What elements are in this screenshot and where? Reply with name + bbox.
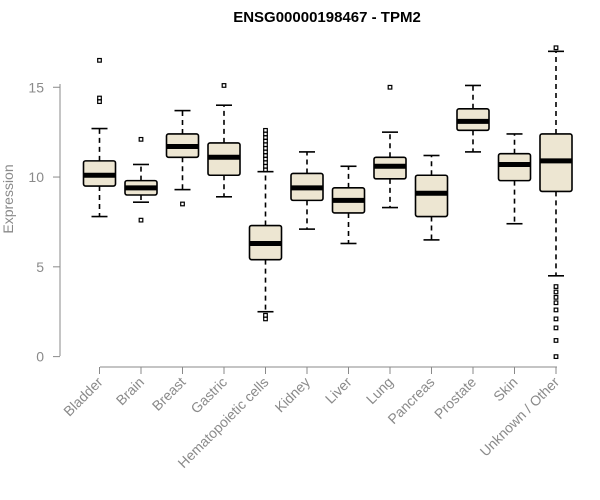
outlier-point: [138, 217, 144, 223]
box-iqr: [414, 174, 449, 218]
box-group: [539, 45, 573, 360]
x-tick-label: Unknown / Other: [477, 374, 563, 460]
outlier-point: [387, 84, 393, 90]
x-tick-label: Prostate: [431, 374, 479, 422]
outlier-point: [553, 294, 559, 300]
x-tick-label: Lung: [363, 374, 396, 407]
x-tick-label: Brain: [113, 374, 147, 408]
outlier-point: [553, 354, 559, 360]
box-group: [165, 109, 200, 207]
outlier-point: [553, 316, 559, 322]
y-tick-label: 5: [36, 259, 44, 275]
outlier-point: [180, 201, 185, 207]
outlier-point: [553, 45, 559, 51]
outlier-point: [221, 83, 227, 88]
outlier-point: [263, 167, 268, 173]
box-group: [290, 151, 324, 230]
box-iqr: [497, 152, 532, 182]
y-tick-label: 15: [28, 79, 44, 95]
outlier-point: [263, 316, 268, 322]
y-axis-ticks: 0 5 10 15: [28, 79, 60, 365]
box-group: [207, 83, 241, 198]
y-tick-label: 10: [28, 169, 44, 185]
box-group: [497, 133, 532, 225]
box-group: [456, 84, 490, 153]
x-tick-label: Skin: [490, 374, 521, 405]
outlier-point: [97, 57, 102, 63]
x-tick-label: Bladder: [60, 374, 106, 420]
y-tick-label: 0: [36, 349, 44, 365]
x-tick-label: Breast: [149, 374, 189, 414]
box-group: [414, 154, 449, 241]
box-group: [373, 84, 407, 209]
outlier-point: [553, 338, 559, 343]
outlier-point: [138, 136, 144, 142]
y-axis-title: Expression: [0, 164, 16, 233]
outlier-point: [97, 99, 102, 105]
chart-title: ENSG00000198467 - TPM2: [233, 9, 421, 26]
box-group: [124, 136, 158, 223]
x-tick-label: Kidney: [272, 374, 314, 416]
outlier-point: [553, 289, 559, 295]
outlier-point: [553, 325, 559, 331]
box-group: [82, 57, 117, 218]
outlier-point: [553, 284, 559, 289]
box-group: [248, 127, 283, 322]
outlier-point: [553, 300, 559, 306]
outlier-point: [553, 307, 559, 313]
box-series: [82, 45, 573, 360]
box-group: [331, 165, 366, 245]
x-tick-label: Liver: [322, 374, 355, 407]
